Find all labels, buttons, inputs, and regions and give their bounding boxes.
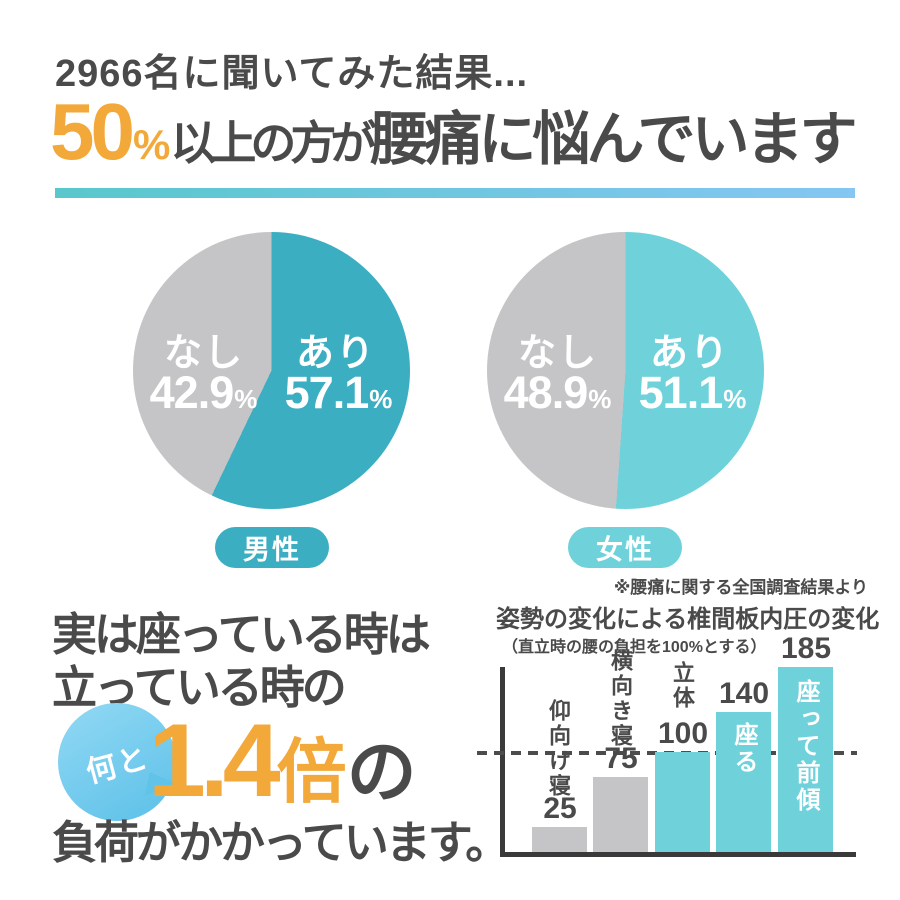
- pie-chart-male: なし 42.9% あり 57.1%: [133, 232, 410, 509]
- bar-sitting: [716, 712, 771, 852]
- bar-label-sitting: 座る: [730, 722, 757, 776]
- bar-value-standing: 100: [657, 717, 709, 750]
- multiplier-unit: 倍: [276, 733, 347, 811]
- headline-main: 腰痛に悩んでいます: [370, 107, 857, 172]
- bar-label-standing: 立体: [670, 661, 695, 711]
- pie-chart-female: なし 48.9% あり 51.1%: [487, 232, 764, 509]
- message-line-3: 負荷がかかっています。: [52, 817, 510, 868]
- percent-sign: %: [369, 384, 392, 414]
- pie-female-no-value: 48.9: [503, 367, 589, 418]
- pie-male-no-label: なし: [163, 332, 245, 375]
- bar-chart-subtitle: （直立時の腰の負担を100%とする）: [502, 639, 767, 656]
- pie-male-no-value: 42.9: [149, 367, 235, 418]
- message-line-1: 実は座っている時は: [52, 609, 431, 660]
- y-axis: [500, 667, 505, 857]
- bar-value-sitting: 140: [718, 677, 770, 710]
- bar-value-sitting-lean: 185: [780, 632, 832, 665]
- headline: 50 % 以上の方が 腰痛に悩んでいます: [50, 86, 857, 178]
- female-badge: 女性: [568, 527, 682, 568]
- bar-label-side-lying: 横向き寝: [608, 649, 633, 749]
- headline-percent: %: [132, 121, 171, 168]
- pie-male-yes-pct: 57.1%: [284, 367, 393, 419]
- speech-bubble: 何と: [58, 703, 176, 821]
- pie-male-yes-value: 57.1: [284, 367, 370, 418]
- bar-label-supine: 仰向け寝: [546, 699, 571, 799]
- gradient-divider: [55, 188, 855, 198]
- bar-side-lying: [593, 777, 648, 852]
- x-axis: [500, 852, 856, 857]
- bar-supine: [532, 827, 587, 852]
- pie-male-no-pct: 42.9%: [149, 367, 258, 419]
- male-badge: 男性: [215, 527, 329, 568]
- pie-male-yes-label: あり: [295, 332, 377, 375]
- bar-label-sitting-lean: 座って前傾: [792, 679, 819, 814]
- pie-female-yes-pct: 51.1%: [638, 367, 747, 419]
- multiplier-suffix: の: [346, 733, 417, 811]
- pie-female-no-label: なし: [517, 332, 599, 375]
- bar-sitting-lean: [778, 667, 833, 852]
- bar-value-supine: 25: [543, 792, 577, 825]
- multiplier-number: 1.4: [148, 703, 281, 819]
- speech-bubble-text: 何と: [82, 741, 154, 790]
- bar-chart-title: 姿勢の変化による椎間板内圧の変化: [496, 606, 880, 633]
- pie-female-yes-label: あり: [649, 332, 731, 375]
- headline-mid: 以上の方が: [170, 117, 376, 169]
- multiplier-line: 1.4 倍 の: [148, 702, 417, 821]
- pie-female-yes-value: 51.1: [638, 367, 724, 418]
- percent-sign: %: [723, 384, 746, 414]
- headline-number: 50: [50, 87, 135, 176]
- bar-value-side-lying: 75: [604, 742, 638, 775]
- percent-sign: %: [234, 384, 257, 414]
- survey-source-note: ※腰痛に関する全国調査結果より: [613, 578, 868, 597]
- percent-sign: %: [588, 384, 611, 414]
- bar-standing: [655, 752, 710, 852]
- intro-text: 2966名に聞いてみた結果...: [55, 53, 529, 95]
- pie-female-no-pct: 48.9%: [503, 367, 612, 419]
